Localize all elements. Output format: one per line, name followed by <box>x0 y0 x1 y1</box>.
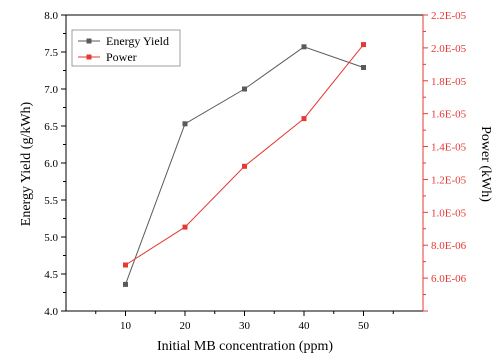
y-axis-right-title: Power (kWh) <box>478 126 493 202</box>
data-point-power <box>182 224 188 230</box>
data-point-energy-yield <box>123 281 128 287</box>
series-layer <box>123 42 366 287</box>
y-right-tick-label: 1.0E-05 <box>431 207 467 219</box>
data-point-energy-yield <box>361 65 366 70</box>
y-left-tick-label: 7.0 <box>44 84 58 96</box>
y-right-tick-label: 1.4E-05 <box>431 142 467 154</box>
x-tick-label: 10 <box>120 320 132 332</box>
x-tick-label: 40 <box>299 320 311 332</box>
y-right-tick-label: 2.2E-05 <box>431 10 467 22</box>
data-point-power <box>123 262 128 268</box>
data-point-energy-yield <box>182 121 188 127</box>
x-tick-label: 50 <box>358 320 370 332</box>
y-axis-left-title: Energy Yield (g/kWh) <box>19 101 34 226</box>
series-line-power <box>125 44 364 266</box>
y-left-tick-label: 8.0 <box>44 10 58 22</box>
legend-marker-power <box>86 54 92 60</box>
y-right-tick-label: 2.0E-05 <box>431 43 467 55</box>
y-left-tick-label: 7.5 <box>44 47 58 59</box>
x-tick-label: 20 <box>180 320 192 332</box>
data-point-energy-yield <box>301 44 307 50</box>
data-point-power <box>361 42 366 48</box>
legend-box <box>71 29 181 67</box>
y-left-tick-label: 5.5 <box>44 195 58 207</box>
y-left-tick-label: 5.0 <box>44 232 58 244</box>
x-axis-title: Initial MB concentration (ppm) <box>157 339 333 354</box>
y-right-tick-label: 1.8E-05 <box>431 76 467 88</box>
legend: Energy Yield Power <box>71 29 181 67</box>
legend-marker-energy-yield <box>86 38 92 44</box>
data-point-power <box>301 116 307 122</box>
y-right-tick-label: 1.2E-05 <box>431 174 467 186</box>
data-point-energy-yield <box>242 86 247 92</box>
y-left-tick-label: 6.5 <box>44 121 58 133</box>
y-right-tick-label: 1.6E-05 <box>431 109 467 121</box>
y-right-tick-label: 8.0E-06 <box>431 240 467 252</box>
legend-label-power: Power <box>106 50 137 64</box>
x-tick-label: 30 <box>239 320 251 332</box>
y-left-tick-label: 4.0 <box>44 306 58 318</box>
y-left-tick-label: 4.5 <box>44 269 58 281</box>
y-left-tick-label: 6.0 <box>44 158 58 170</box>
axes: 10 20 30 40 50 4.0 4.5 5.0 5.5 6.0 6.5 7.0 7.5 8.0 6.0… <box>44 10 466 332</box>
legend-label-energy-yield: Energy Yield <box>106 34 169 48</box>
data-point-power <box>242 163 247 169</box>
y-right-tick-label: 6.0E-06 <box>431 273 467 285</box>
